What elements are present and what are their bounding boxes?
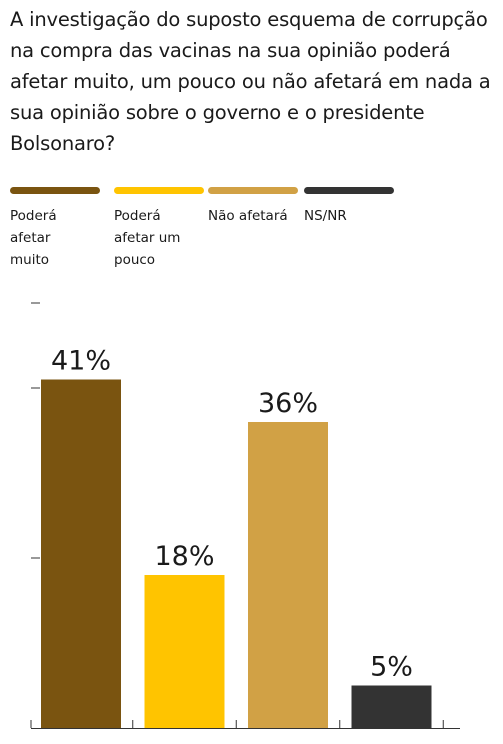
legend: Poderá afetar muito Poderá afetar um pou…	[10, 187, 500, 277]
chart-title: A investigação do suposto esquema de cor…	[10, 8, 491, 155]
bar-chart: 41% 18% 36% 5%	[30, 302, 460, 729]
legend-item-afetar-pouco: Poderá afetar um pouco	[114, 187, 206, 271]
data-label: 41%	[51, 346, 111, 377]
data-label: 18%	[154, 541, 214, 572]
legend-item-ns-nr: NS/NR	[304, 187, 396, 227]
legend-item-nao-afetara: Não afetará	[208, 187, 300, 227]
data-label: 36%	[258, 388, 318, 419]
legend-swatch	[10, 187, 100, 194]
legend-label: NS/NR	[304, 208, 347, 224]
bars-group	[41, 379, 432, 728]
axis-group	[30, 302, 460, 729]
data-labels-group: 41% 18% 36% 5%	[51, 346, 413, 683]
bar	[351, 685, 432, 728]
data-label: 5%	[370, 652, 413, 683]
legend-label: Poderá afetar muito	[10, 208, 57, 268]
bar	[41, 379, 121, 728]
bar	[144, 575, 225, 728]
legend-swatch	[114, 187, 204, 194]
legend-item-afetar-muito: Poderá afetar muito	[10, 187, 102, 271]
legend-label: Poderá afetar um pouco	[114, 208, 181, 268]
legend-label: Não afetará	[208, 208, 288, 224]
legend-swatch	[304, 187, 394, 194]
bar	[248, 422, 328, 728]
legend-swatch	[208, 187, 298, 194]
